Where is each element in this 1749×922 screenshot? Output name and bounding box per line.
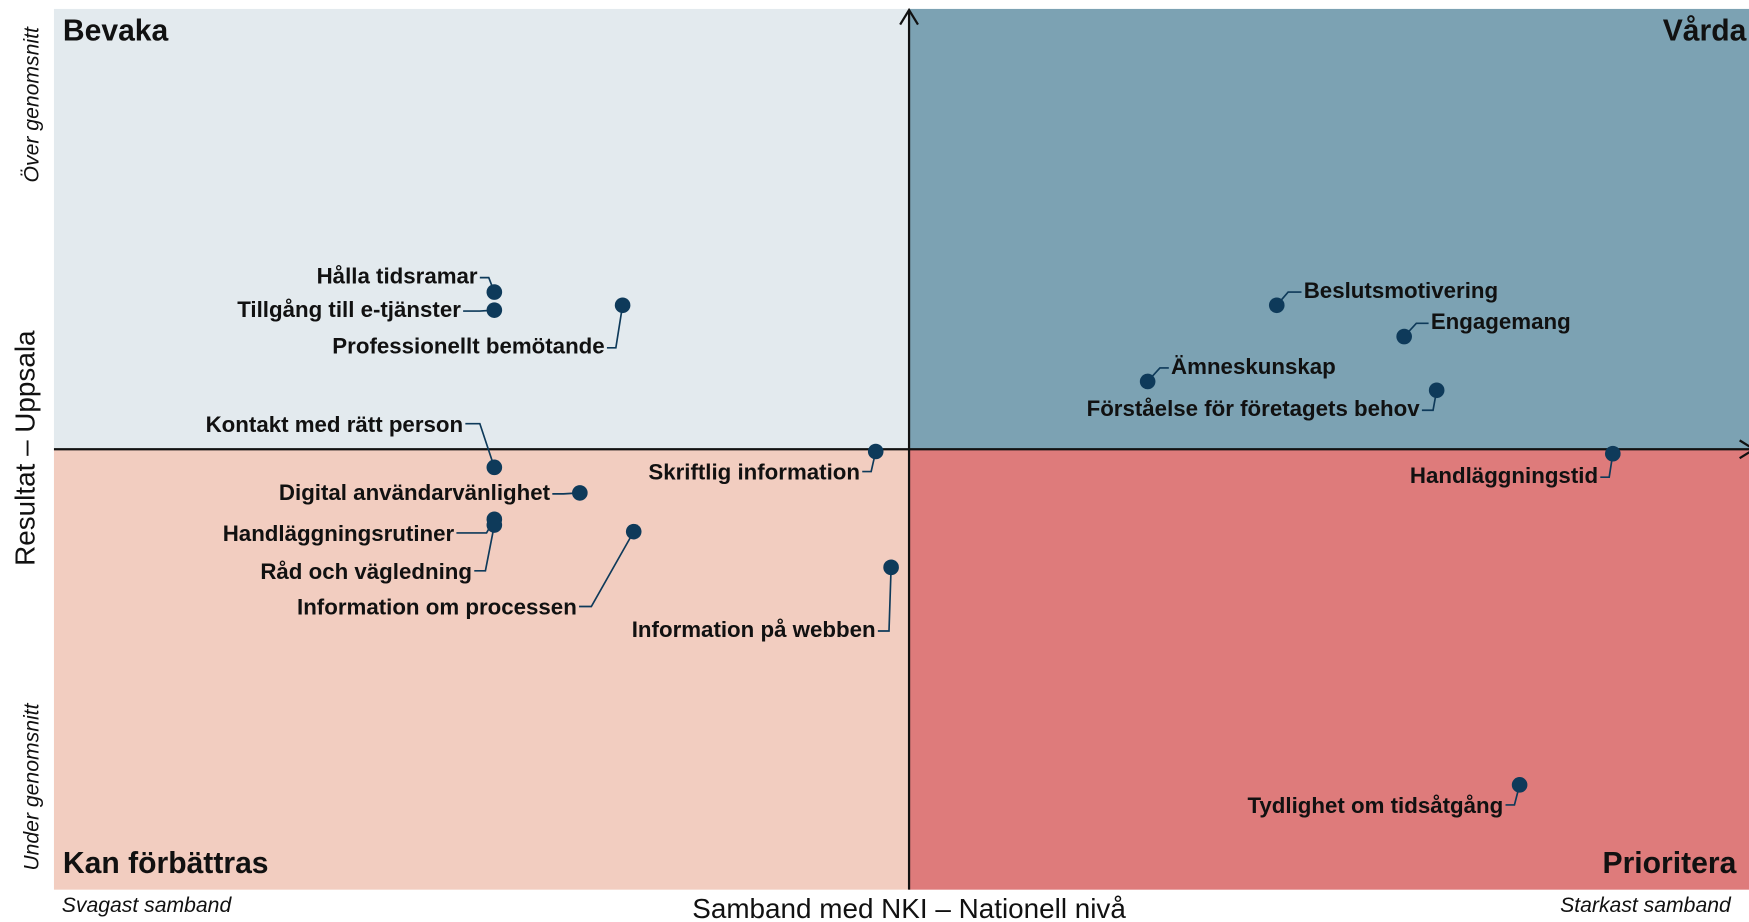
point xyxy=(1139,373,1156,390)
point-label: Engagemang xyxy=(1431,309,1571,334)
point-label: Förståelse för företagets behov xyxy=(1087,396,1421,421)
quadrants xyxy=(53,8,1749,890)
quadrant xyxy=(909,449,1749,890)
point-label: Kontakt med rätt person xyxy=(206,412,464,437)
quadrant-label: Vårda xyxy=(1663,14,1747,47)
point xyxy=(614,297,631,314)
quadrant-label: Kan förbättras xyxy=(63,847,269,880)
point-label: Beslutsmotivering xyxy=(1304,278,1498,303)
quadrant xyxy=(53,449,910,890)
point xyxy=(486,517,503,533)
point-label: Skriftlig information xyxy=(648,460,860,485)
point-label: Tydlighet om tidsåtgång xyxy=(1247,793,1503,818)
leader-line xyxy=(877,567,892,632)
point-label: Råd och vägledning xyxy=(260,559,472,584)
y-axis-arrow xyxy=(899,7,919,26)
leader-line xyxy=(579,531,635,608)
x-axis-arrow xyxy=(1739,439,1749,460)
y-high-label: Över genomsnitt xyxy=(19,26,43,182)
point-label: Handläggningsrutiner xyxy=(223,521,455,546)
point xyxy=(883,559,899,576)
quadrant-label: Bevaka xyxy=(63,14,169,47)
x-high-label: Starkast samband xyxy=(1560,894,1732,917)
point xyxy=(486,302,503,318)
point xyxy=(1396,328,1412,345)
point xyxy=(1428,382,1445,399)
point-label: Information om processen xyxy=(297,595,577,620)
point-label: Tillgång till e-tjänster xyxy=(237,297,461,322)
point xyxy=(486,459,503,476)
point-label: Ämneskunskap xyxy=(1171,354,1336,379)
leader-line xyxy=(606,305,624,349)
point xyxy=(867,443,884,460)
point xyxy=(1268,297,1285,314)
point-label: Hålla tidsramar xyxy=(317,263,478,288)
quadrant xyxy=(909,8,1749,450)
point xyxy=(572,485,588,501)
y-low-label: Under genomsnitt xyxy=(20,702,43,870)
leader-line xyxy=(1600,453,1614,479)
point-label: Handläggningstid xyxy=(1410,463,1598,488)
point-label: Information på webben xyxy=(632,617,876,642)
point-label: Digital användarvänlighet xyxy=(279,480,551,505)
x-low-label: Svagast samband xyxy=(62,894,233,917)
point xyxy=(486,284,503,300)
quadrant xyxy=(53,8,910,450)
y-axis-label: Resultat – Uppsala xyxy=(10,330,41,566)
point xyxy=(1511,777,1528,793)
quadrant-label: Prioritera xyxy=(1603,847,1737,880)
leader-line xyxy=(474,524,496,572)
point xyxy=(1605,445,1621,462)
leader-line xyxy=(465,422,496,468)
point-label: Professionellt bemötande xyxy=(332,334,604,359)
x-axis-label: Samband med NKI – Nationell nivå xyxy=(692,893,1126,922)
point xyxy=(625,523,642,540)
